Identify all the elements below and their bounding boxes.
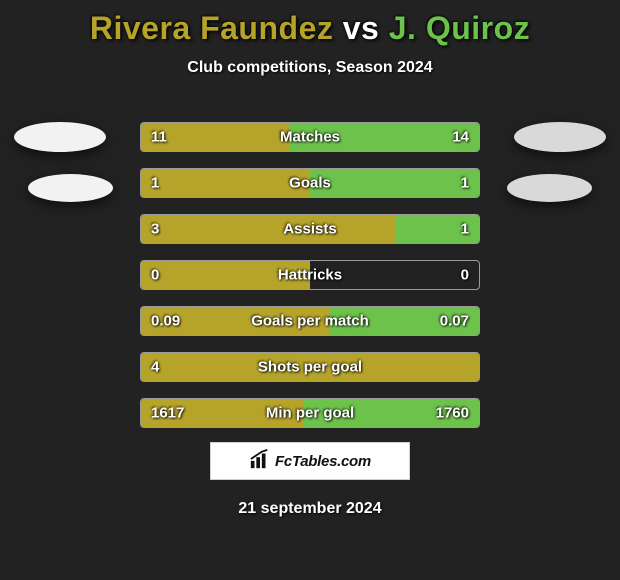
bar-fill-right (303, 399, 479, 427)
bar-row: Shots per goal4 (140, 352, 480, 382)
bar-fill-left (141, 123, 290, 151)
bar-row: Hattricks00 (140, 260, 480, 290)
brand-box: FcTables.com (210, 442, 410, 480)
player1-avatar-top (14, 122, 106, 152)
page-title: Rivera Faundez vs J. Quiroz (0, 0, 620, 47)
bar-row: Goals11 (140, 168, 480, 198)
title-vs: vs (343, 10, 380, 46)
brand-text: FcTables.com (275, 453, 371, 470)
bar-fill-right (290, 123, 479, 151)
brand-logo-icon (249, 448, 271, 475)
bar-fill-right (330, 307, 479, 335)
bar-row: Goals per match0.090.07 (140, 306, 480, 336)
bar-fill-left (141, 169, 310, 197)
bar-fill-left (141, 399, 303, 427)
bar-row: Matches1114 (140, 122, 480, 152)
bar-fill-left (141, 215, 395, 243)
title-player2: J. Quiroz (389, 10, 530, 46)
bar-fill-left (141, 307, 330, 335)
bar-row: Min per goal16171760 (140, 398, 480, 428)
bar-row: Assists31 (140, 214, 480, 244)
bar-fill-right (310, 169, 479, 197)
bar-value-right: 0 (461, 267, 469, 284)
comparison-bars: Matches1114 Goals11 Assists31 Hattricks00 Go… (140, 122, 480, 444)
bar-fill-left (141, 261, 310, 289)
bar-fill-right (395, 215, 480, 243)
player1-avatar-bottom (28, 174, 113, 202)
bar-fill-left (141, 353, 479, 381)
player2-avatar-bottom (507, 174, 592, 202)
title-player1: Rivera Faundez (90, 10, 334, 46)
player2-avatar-top (514, 122, 606, 152)
footer-date: 21 september 2024 (238, 500, 381, 518)
subtitle: Club competitions, Season 2024 (0, 59, 620, 77)
